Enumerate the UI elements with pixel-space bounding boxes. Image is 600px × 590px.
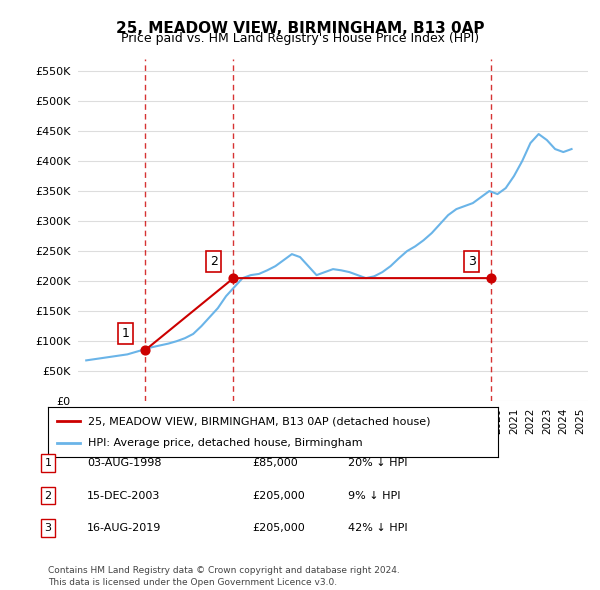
Text: 3: 3 (44, 523, 52, 533)
Text: 9% ↓ HPI: 9% ↓ HPI (348, 491, 401, 500)
Text: £85,000: £85,000 (252, 458, 298, 468)
Text: Price paid vs. HM Land Registry's House Price Index (HPI): Price paid vs. HM Land Registry's House … (121, 32, 479, 45)
Text: Contains HM Land Registry data © Crown copyright and database right 2024.
This d: Contains HM Land Registry data © Crown c… (48, 566, 400, 587)
Text: 3: 3 (467, 255, 475, 268)
Text: 03-AUG-1998: 03-AUG-1998 (87, 458, 161, 468)
Text: 2: 2 (210, 255, 218, 268)
Text: 2: 2 (44, 491, 52, 500)
Text: HPI: Average price, detached house, Birmingham: HPI: Average price, detached house, Birm… (89, 438, 363, 448)
Text: 1: 1 (121, 327, 130, 340)
Text: 25, MEADOW VIEW, BIRMINGHAM, B13 0AP (detached house): 25, MEADOW VIEW, BIRMINGHAM, B13 0AP (de… (89, 416, 431, 426)
Text: 1: 1 (44, 458, 52, 468)
Text: 16-AUG-2019: 16-AUG-2019 (87, 523, 161, 533)
Text: £205,000: £205,000 (252, 523, 305, 533)
Text: 15-DEC-2003: 15-DEC-2003 (87, 491, 160, 500)
Text: 42% ↓ HPI: 42% ↓ HPI (348, 523, 407, 533)
Text: 20% ↓ HPI: 20% ↓ HPI (348, 458, 407, 468)
Point (229, 273, 238, 283)
Text: £205,000: £205,000 (252, 491, 305, 500)
Point (140, 346, 150, 355)
Point (487, 273, 496, 283)
Text: 25, MEADOW VIEW, BIRMINGHAM, B13 0AP: 25, MEADOW VIEW, BIRMINGHAM, B13 0AP (116, 21, 484, 35)
